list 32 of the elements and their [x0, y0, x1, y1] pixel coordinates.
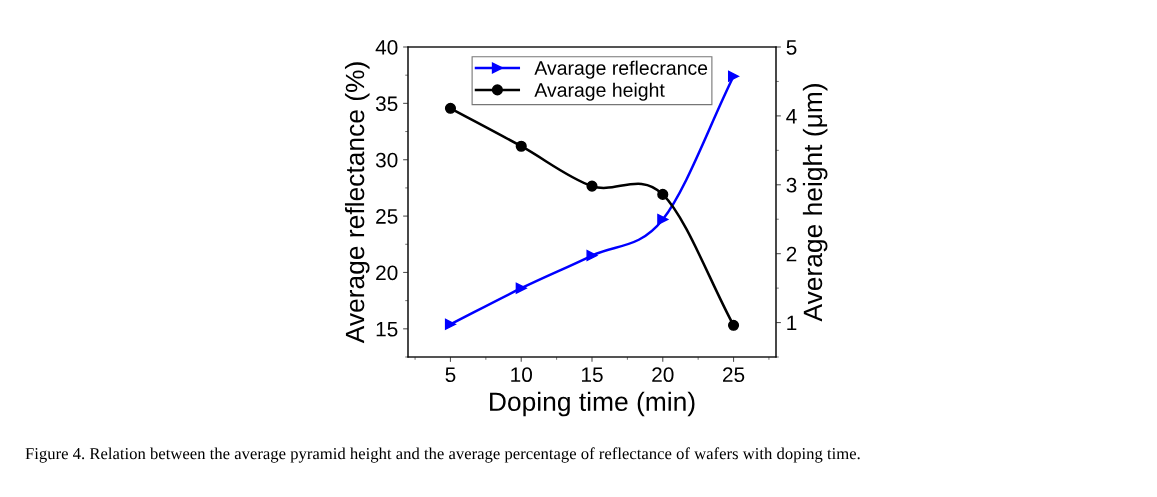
y2-tick-label: 4 — [786, 109, 797, 124]
y2-tick-label: 5 — [786, 40, 797, 55]
x-tick-label: 25 — [723, 367, 745, 383]
y2-tick-label: 1 — [787, 315, 797, 331]
point — [727, 70, 740, 82]
y-tick-label: 20 — [376, 265, 398, 281]
point — [515, 282, 527, 294]
legend-label: Avarage height — [534, 82, 665, 101]
point — [586, 249, 598, 262]
x-tick-label: 5 — [445, 367, 456, 383]
x-tick-label: 20 — [652, 367, 674, 383]
point — [444, 318, 457, 330]
point — [727, 319, 740, 331]
y-tick-label: 15 — [376, 322, 398, 337]
x-tick-label: 10 — [511, 367, 532, 383]
y-tick-label: 30 — [375, 152, 398, 168]
y-tick-label: 35 — [375, 96, 398, 112]
y-tick-label: 25 — [376, 209, 398, 224]
point — [586, 180, 598, 192]
x-tick-label: 15 — [582, 367, 603, 383]
y2-axis-title: Average height (μm) — [802, 84, 828, 322]
point — [657, 188, 669, 200]
y2-tick-label: 3 — [786, 177, 797, 193]
caption: Figure 4. Relation between the average pyramid height and the average percentage of reflectance of wafers with doping time. — [25, 447, 860, 463]
point — [657, 213, 669, 226]
y-axis-title: Average reflectance (%) — [344, 62, 370, 344]
x-axis-title: Doping time (min) — [490, 391, 695, 417]
y-tick-label: 40 — [375, 40, 398, 55]
point — [444, 102, 457, 114]
y2-tick-label: 2 — [786, 246, 797, 262]
legend-label: Avarage reflecrance — [534, 60, 708, 79]
point — [515, 140, 527, 152]
